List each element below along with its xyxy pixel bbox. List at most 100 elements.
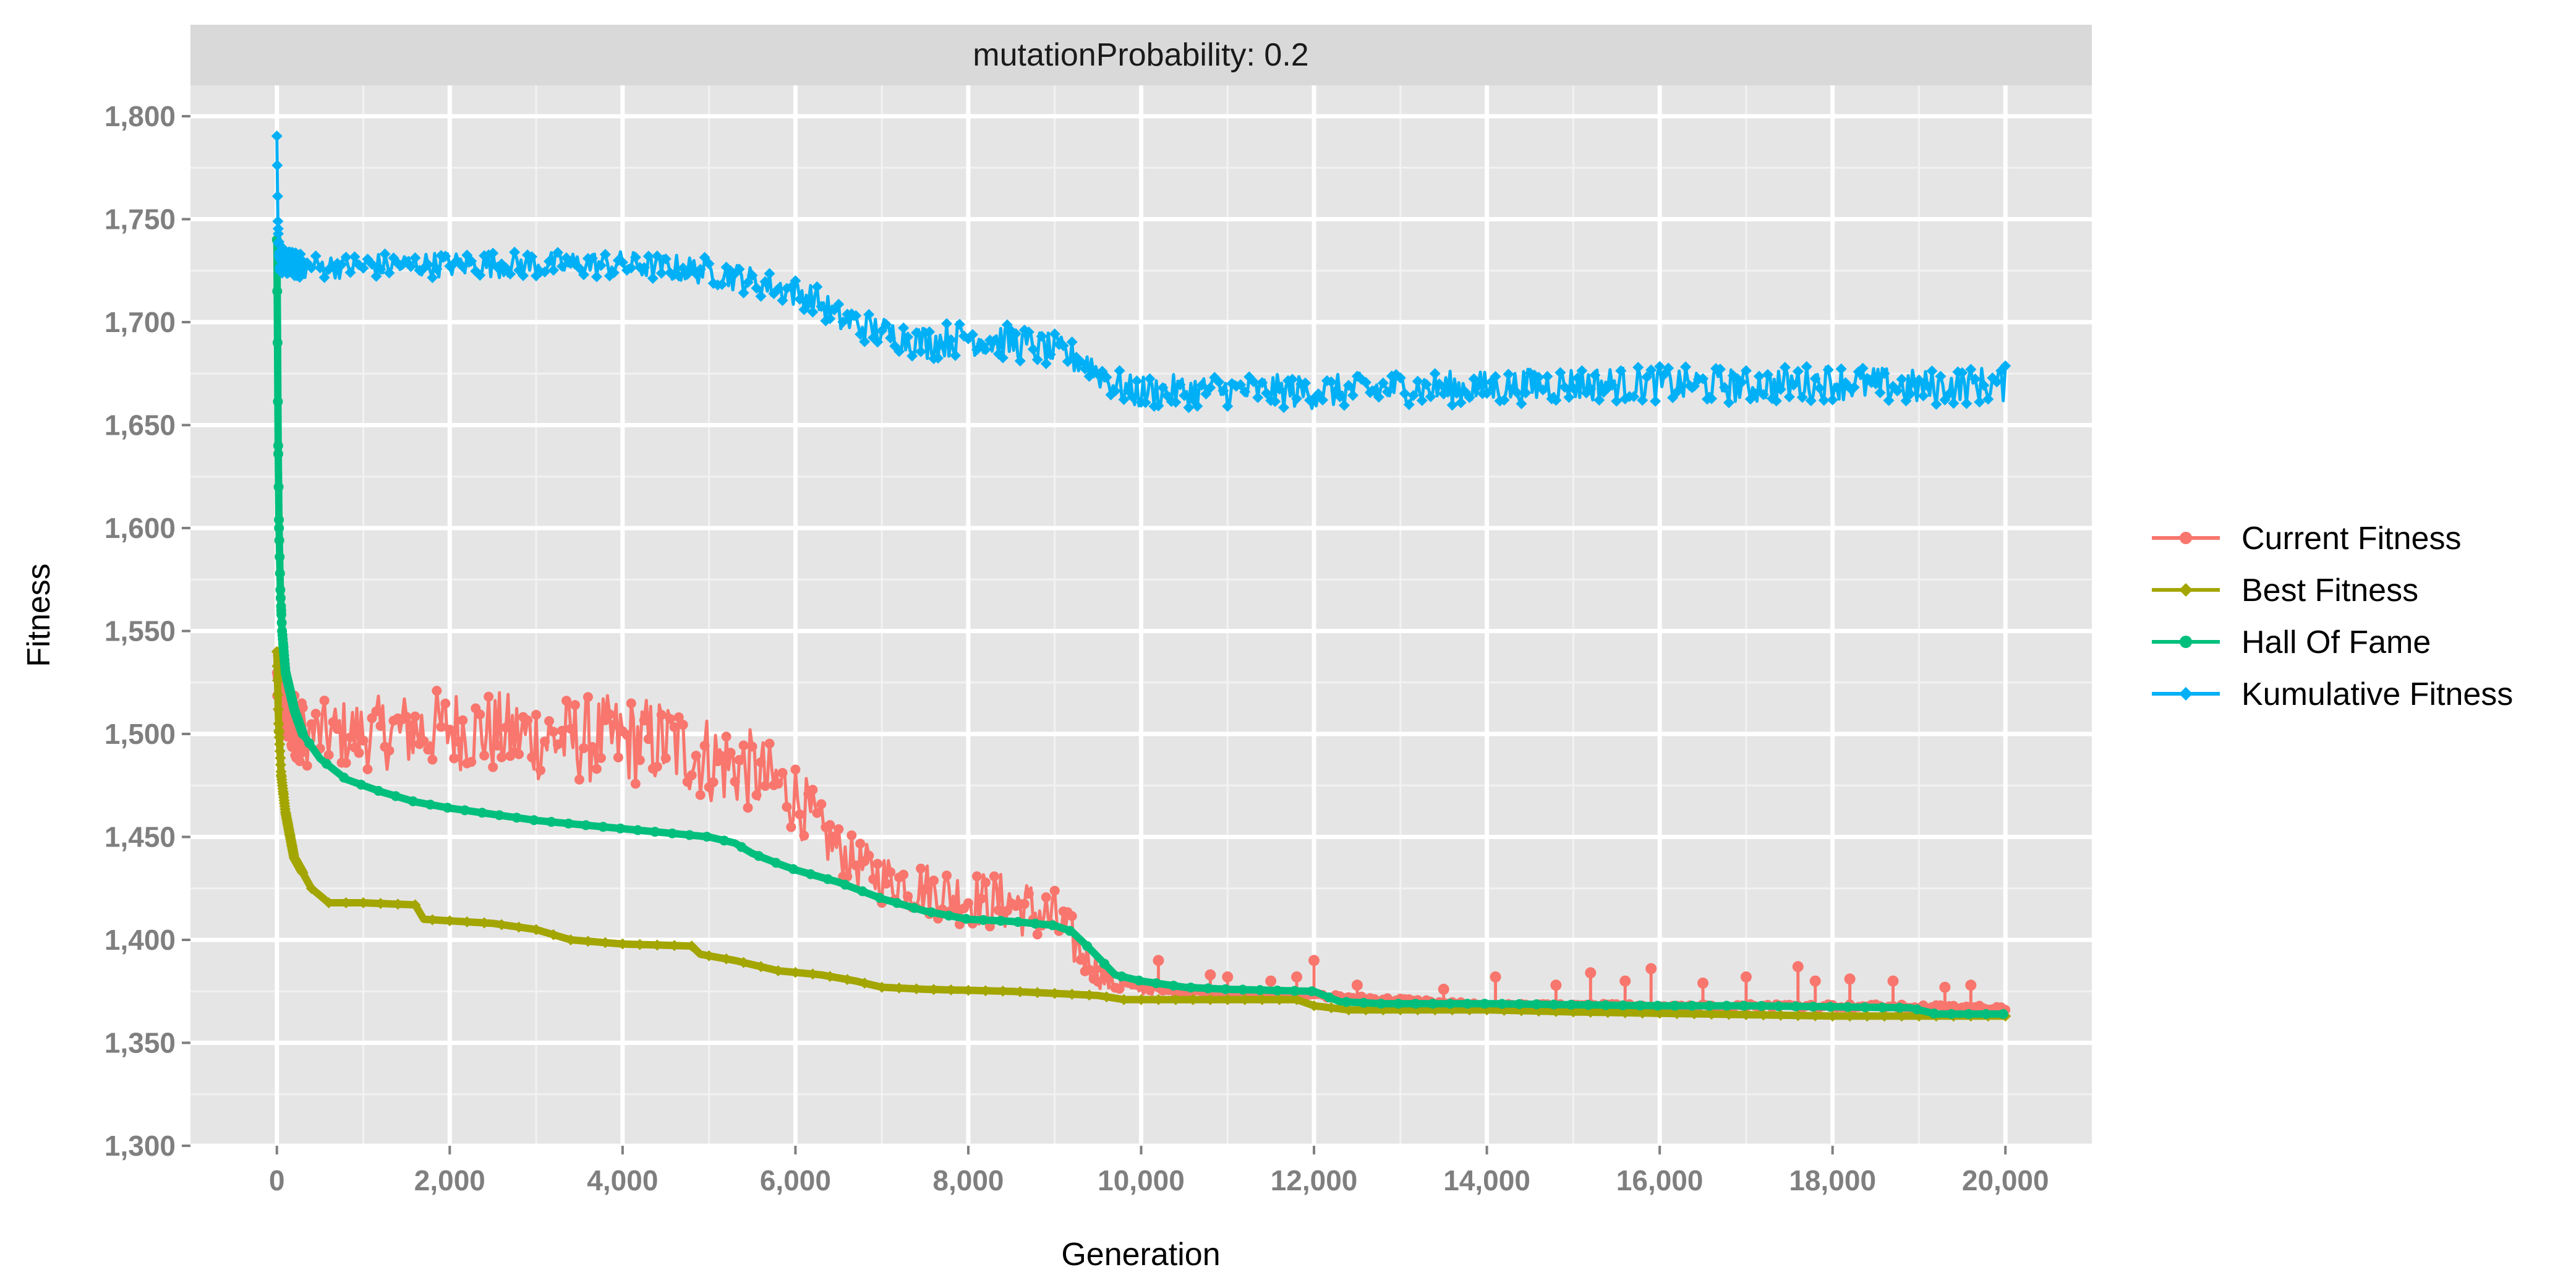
data-point — [909, 903, 919, 913]
data-point — [805, 869, 816, 879]
data-point — [475, 709, 485, 720]
data-point — [1049, 987, 1060, 999]
data-point — [306, 719, 317, 730]
data-point — [1049, 328, 1060, 340]
data-point — [1019, 898, 1030, 909]
y-tick-label: 1,400 — [104, 924, 176, 956]
data-point — [874, 893, 885, 903]
data-point — [1075, 955, 1086, 965]
data-point — [1740, 971, 1752, 983]
y-tick-label: 1,750 — [104, 203, 176, 235]
data-point — [924, 326, 936, 338]
data-point — [906, 350, 918, 362]
data-point — [514, 749, 524, 759]
series-hall-of-fame — [271, 234, 2008, 1019]
data-point — [773, 778, 783, 789]
data-point — [1576, 365, 1588, 377]
data-point — [1843, 1002, 1853, 1012]
data-point — [1783, 391, 1795, 403]
data-point — [598, 822, 608, 832]
data-point — [1023, 889, 1034, 899]
data-point — [1220, 984, 1230, 994]
data-point — [759, 276, 771, 288]
data-point — [686, 770, 697, 780]
data-point — [742, 276, 754, 288]
data-point — [1680, 361, 1692, 373]
data-point — [297, 728, 308, 739]
data-point — [275, 759, 286, 770]
data-point — [1637, 395, 1648, 406]
data-point — [344, 267, 356, 278]
data-point — [996, 916, 1006, 926]
data-point — [1721, 1000, 1732, 1011]
data-point — [1425, 391, 1436, 403]
data-point — [811, 281, 823, 292]
data-point — [1652, 1000, 1663, 1011]
data-point — [599, 249, 611, 260]
data-point — [599, 937, 611, 949]
data-point — [837, 316, 849, 328]
data-point — [458, 715, 468, 725]
data-point — [1334, 391, 1346, 403]
data-point — [911, 327, 923, 339]
data-point — [872, 336, 884, 348]
data-point — [686, 940, 697, 952]
data-point — [1261, 387, 1273, 399]
data-point — [1676, 381, 1687, 393]
data-point — [1606, 380, 1618, 391]
x-tick-label: 14,000 — [1443, 1164, 1530, 1196]
y-tick-label: 1,450 — [104, 821, 176, 853]
data-point — [1969, 373, 1981, 385]
data-point — [274, 522, 284, 533]
data-point — [1341, 997, 1352, 1007]
data-point — [1670, 1000, 1680, 1011]
data-point — [272, 286, 283, 297]
data-point — [318, 271, 330, 283]
data-point — [466, 255, 477, 267]
data-point — [1451, 387, 1462, 399]
data-point — [1274, 994, 1286, 1005]
data-point — [375, 263, 386, 275]
data-point — [1118, 394, 1130, 406]
data-point — [1326, 1002, 1337, 1013]
data-point — [574, 774, 584, 785]
data-point — [371, 706, 382, 717]
data-point — [449, 753, 459, 764]
y-tick-label: 1,300 — [104, 1130, 176, 1162]
data-point — [1416, 395, 1428, 406]
data-point — [1779, 362, 1791, 373]
data-point — [1891, 385, 1903, 397]
data-point — [1044, 349, 1056, 360]
legend-marker — [2179, 583, 2193, 597]
data-point — [725, 748, 736, 758]
data-point — [720, 953, 732, 965]
data-point — [379, 248, 391, 260]
data-point — [1047, 920, 1058, 931]
data-point — [1185, 983, 1196, 993]
data-point — [522, 715, 533, 725]
legend-marker — [2180, 636, 2192, 648]
data-point — [842, 974, 853, 986]
data-point — [1300, 377, 1311, 389]
data-point — [695, 790, 706, 800]
data-point — [1031, 987, 1043, 999]
data-point — [756, 757, 766, 767]
data-point — [1256, 377, 1268, 388]
legend-label: Best Fitness — [2241, 573, 2418, 608]
data-point — [375, 721, 386, 731]
data-point — [1896, 373, 1908, 385]
data-point — [1877, 1002, 1888, 1013]
legend-entry: Current Fitness — [2152, 521, 2461, 557]
data-point — [1360, 377, 1371, 388]
data-point — [1822, 364, 1834, 375]
data-point — [310, 250, 322, 262]
data-point — [425, 800, 435, 810]
data-point — [563, 818, 574, 829]
data-point — [1324, 992, 1334, 1002]
data-point — [1036, 330, 1047, 342]
data-point — [1618, 1000, 1628, 1010]
data-point — [587, 741, 597, 752]
data-point — [634, 755, 645, 766]
data-point — [915, 346, 927, 357]
data-point — [902, 331, 914, 343]
